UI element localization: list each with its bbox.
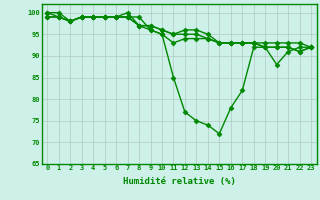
- X-axis label: Humidité relative (%): Humidité relative (%): [123, 177, 236, 186]
